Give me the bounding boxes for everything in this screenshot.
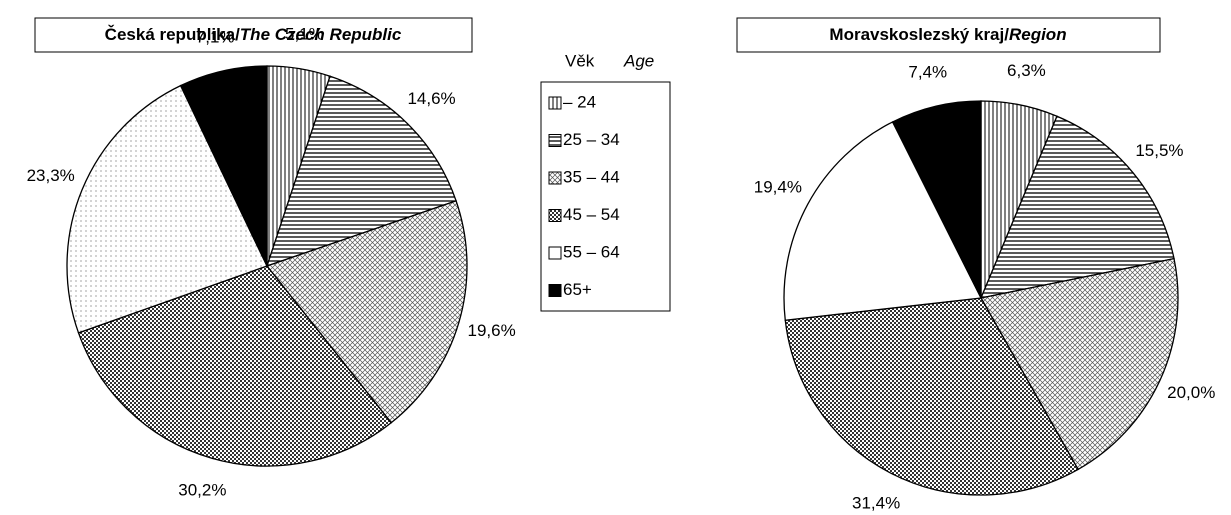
data-label: 7,1%: [196, 27, 235, 46]
pie-slice: [979, 257, 1179, 471]
title-part: Moravskoslezský kraj/: [829, 25, 1009, 44]
data-label: 19,4%: [754, 177, 802, 196]
legend-swatch: [548, 246, 562, 260]
legend-label: 55 – 64: [563, 242, 620, 261]
data-label: 23,3%: [27, 166, 75, 185]
pie-slice: [265, 75, 457, 268]
pie-slice: [783, 121, 982, 321]
legend-title: Věk: [565, 51, 595, 70]
legend-swatch: [548, 284, 562, 297]
pie-slice: [979, 115, 1175, 299]
chart-title: Moravskoslezský kraj/Region: [829, 25, 1066, 44]
data-label: 6,3%: [1007, 61, 1046, 80]
title-part: Region: [1009, 25, 1067, 44]
title-part: The Czech Republic: [240, 25, 402, 44]
legend-label: – 24: [563, 92, 596, 111]
pie-slice: [891, 100, 982, 299]
legend-swatch: [548, 209, 562, 222]
pie-slice: [179, 65, 268, 267]
title-box: [34, 17, 473, 53]
legend-title: Age: [623, 51, 654, 70]
pie-slice: [784, 297, 1079, 496]
data-label: 30,2%: [178, 480, 226, 499]
legend-swatch: [548, 171, 562, 185]
legend-swatch: [548, 96, 562, 110]
pie-slice: [77, 265, 393, 467]
data-label: 7,4%: [908, 63, 947, 82]
legend-label: 35 – 44: [563, 167, 620, 186]
legend-label: 45 – 54: [563, 205, 620, 224]
legend-swatch: [548, 134, 562, 147]
title-box: [736, 17, 1161, 53]
pie-slice: [66, 84, 268, 334]
chart-title: Česká republika/The Czech Republic: [105, 25, 402, 44]
data-label: 15,5%: [1135, 141, 1183, 160]
data-label: 5,1%: [285, 24, 324, 43]
legend-label: 65+: [563, 280, 592, 299]
data-label: 20,0%: [1167, 383, 1215, 402]
legend-label: 25 – 34: [563, 130, 620, 149]
data-label: 14,6%: [407, 89, 455, 108]
pie-slice: [265, 200, 468, 424]
data-label: 31,4%: [852, 493, 900, 512]
data-label: 19,6%: [467, 321, 515, 340]
legend-box: [540, 81, 671, 312]
title-part: Česká republika/: [105, 25, 240, 44]
